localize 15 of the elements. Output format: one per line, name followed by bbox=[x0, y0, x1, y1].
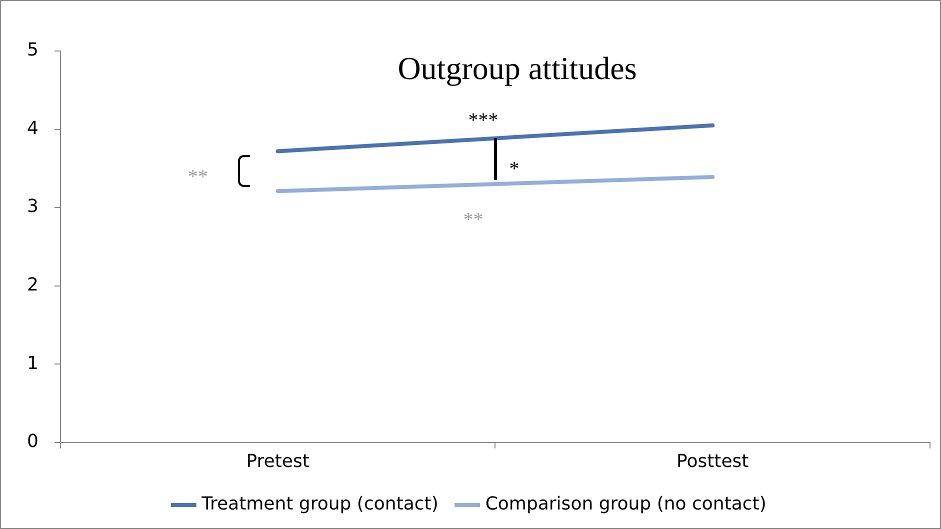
y-tick-label: 0 bbox=[27, 431, 38, 452]
y-tick-label: 3 bbox=[27, 196, 38, 218]
y-tick-label: 4 bbox=[27, 118, 38, 139]
annotation: *** bbox=[468, 109, 498, 132]
x-tick-label: Posttest bbox=[676, 450, 749, 472]
chart-title: Outgroup attitudes bbox=[398, 50, 637, 86]
annotation: ** bbox=[463, 209, 484, 232]
x-tick-label: Pretest bbox=[246, 450, 310, 472]
annotation: ** bbox=[188, 166, 208, 188]
legend-label: Treatment group (contact) bbox=[200, 494, 438, 515]
y-tick-label: 5 bbox=[27, 40, 38, 61]
legend-label: Comparison group (no contact) bbox=[485, 494, 766, 515]
y-tick-label: 2 bbox=[27, 274, 38, 296]
y-tick-label: 1 bbox=[27, 352, 38, 374]
annotation: * bbox=[509, 158, 520, 180]
